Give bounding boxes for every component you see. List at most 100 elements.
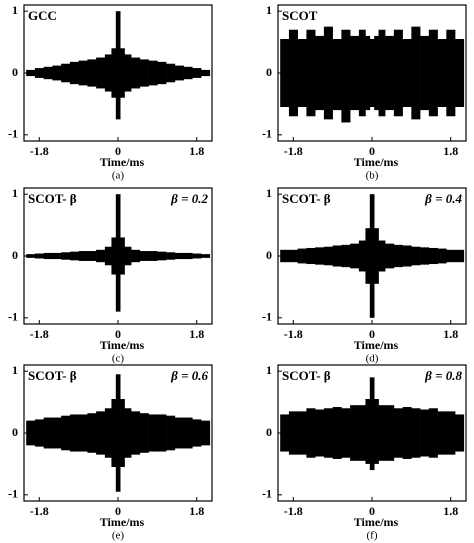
signal-band (43, 417, 53, 449)
signal-band (306, 29, 316, 117)
signal-band (455, 414, 465, 452)
signal-band (124, 246, 132, 266)
signal-band (280, 39, 290, 107)
y-tick-label: 1 (266, 186, 272, 200)
y-tick-label: 1 (12, 363, 18, 377)
signal-band (192, 419, 202, 447)
signal-band (26, 69, 36, 77)
signal-band (350, 405, 360, 461)
y-tick-label: 1 (12, 3, 18, 17)
signal-band (26, 254, 36, 258)
signal-band (131, 57, 141, 89)
signal-band (280, 414, 290, 452)
signal-band (428, 408, 438, 458)
signal-band (280, 249, 290, 263)
signal-band (350, 35, 360, 111)
signal-band (34, 253, 44, 259)
signal-band (166, 252, 176, 260)
signal-band (378, 405, 386, 461)
signal-band (288, 249, 298, 263)
signal-band (174, 252, 184, 260)
signal-band (78, 414, 88, 452)
y-tick-label: 1 (266, 363, 272, 377)
signal-band (402, 39, 412, 107)
signal-band (131, 411, 141, 455)
signal-band (104, 408, 112, 458)
signal-band (455, 249, 465, 263)
panel-caption: (e) (112, 530, 125, 542)
x-tick-label: 0 (115, 327, 121, 341)
signal-band (87, 59, 97, 87)
signal-band (358, 405, 366, 461)
x-tick-label: 1.8 (443, 327, 458, 341)
signal-band (87, 413, 97, 453)
signal-band (43, 252, 53, 260)
signal-band (78, 251, 88, 261)
signal-band (402, 407, 412, 459)
signal-band (369, 194, 375, 318)
signal-band (43, 66, 53, 80)
signal-band (52, 417, 62, 449)
panel-annotation: β = 0.6 (170, 368, 208, 383)
signal-band (166, 63, 176, 83)
x-tick-label: -1.8 (30, 504, 49, 518)
signal-band (157, 61, 167, 85)
signal-band (288, 29, 298, 117)
signal-band (455, 39, 465, 107)
signal-band (104, 54, 112, 92)
signal-band (420, 35, 430, 111)
signal-band (26, 420, 36, 446)
y-tick-label: 0 (12, 425, 18, 439)
x-tick-label: -1.8 (284, 144, 303, 158)
signal-band (52, 65, 62, 81)
signal-band (297, 248, 307, 264)
signal-band (365, 35, 371, 111)
x-tick-label: -1.8 (30, 144, 49, 158)
x-tick-label: 1.8 (443, 144, 458, 158)
signal-band (69, 414, 79, 452)
signal-band (288, 411, 298, 455)
signal-band (120, 237, 125, 275)
y-tick-label: 0 (266, 248, 272, 262)
signal-band (115, 374, 121, 492)
signal-band (385, 405, 395, 461)
signal-band (315, 35, 325, 111)
signal-band (374, 35, 379, 111)
signal-band (369, 39, 375, 107)
panel-caption: (c) (112, 353, 125, 365)
signal-band (411, 246, 421, 266)
x-tick-label: 0 (369, 327, 375, 341)
signal-band (358, 240, 366, 272)
signal-band (306, 408, 316, 458)
signal-band (323, 246, 333, 266)
x-tick-label: 0 (115, 504, 121, 518)
x-tick-label: -1.8 (30, 327, 49, 341)
signal-band (120, 48, 125, 98)
panel-caption: (d) (366, 353, 379, 365)
signal-band (374, 399, 379, 464)
signal-band (358, 29, 366, 117)
signal-band (411, 26, 421, 120)
signal-band (148, 251, 158, 261)
signal-band (139, 251, 149, 261)
x-tick-label: -1.8 (284, 327, 303, 341)
signal-band (315, 409, 325, 457)
signal-band (201, 69, 211, 77)
signal-band (183, 252, 193, 260)
y-tick-label: 1 (266, 3, 272, 17)
signal-band (332, 39, 342, 111)
signal-band (192, 68, 202, 78)
y-tick-label: -1 (262, 310, 272, 324)
signal-band (428, 29, 438, 117)
panel-caption: (b) (366, 170, 379, 182)
panel-caption: (a) (112, 170, 125, 182)
signal-band (157, 414, 167, 452)
panel-annotation: β = 0.4 (424, 191, 462, 206)
x-tick-label: -1.8 (284, 504, 303, 518)
signal-band (139, 59, 149, 87)
y-tick-label: -1 (262, 487, 272, 501)
signal-band (183, 66, 193, 80)
signal-band (420, 247, 430, 265)
panel-title: GCC (28, 8, 57, 23)
